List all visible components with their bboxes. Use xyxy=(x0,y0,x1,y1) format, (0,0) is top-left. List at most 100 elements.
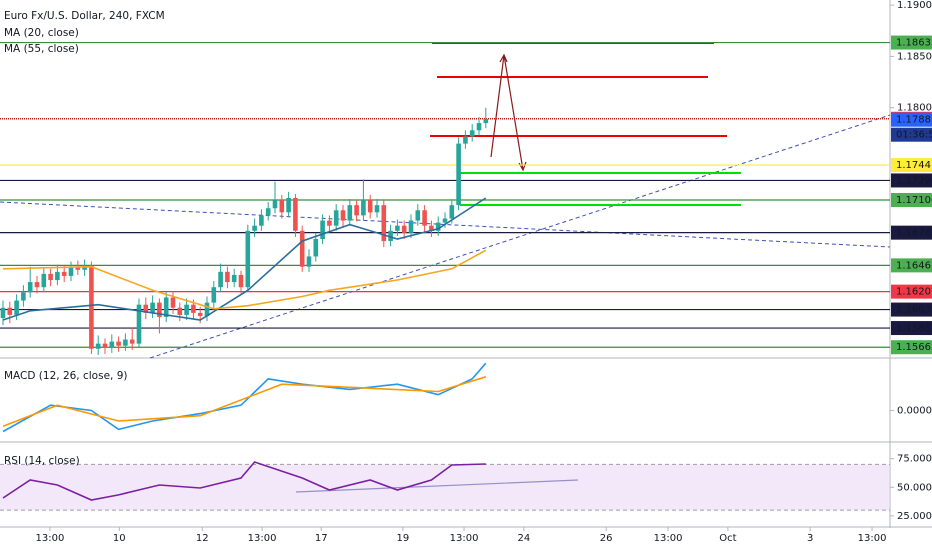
candle-body xyxy=(327,220,332,226)
candle-body xyxy=(109,341,115,348)
x-tick-label: Oct xyxy=(719,533,736,544)
indicator-line xyxy=(2,376,487,427)
x-tick-label: 3 xyxy=(807,533,813,544)
price-tag-label: 1.18635 xyxy=(896,38,932,49)
candle-body xyxy=(150,302,155,313)
y-tick-label: 1.18500 xyxy=(897,51,932,62)
y-tick-label: 0.0000 xyxy=(897,405,932,416)
candle-body xyxy=(340,210,346,221)
legend-entry: MA (55, close) xyxy=(4,43,79,55)
chart-title: Euro Fx/U.S. Dollar, 240, FXCM xyxy=(4,10,165,22)
x-tick-label: 19 xyxy=(396,533,409,544)
last-price-tag xyxy=(891,112,932,127)
candle-body xyxy=(231,274,237,283)
candle-body xyxy=(388,230,393,242)
candle-body xyxy=(48,273,53,281)
candle-body xyxy=(415,210,421,221)
x-tick-label: 17 xyxy=(315,533,328,544)
candle-body xyxy=(476,123,482,131)
pane-title: MACD (12, 26, close, 9) xyxy=(4,370,127,382)
x-tick-label: 13:00 xyxy=(858,533,887,544)
candle-body xyxy=(123,339,128,346)
x-tick-label: 13:00 xyxy=(654,533,683,544)
candle-body xyxy=(245,230,251,288)
candle-body xyxy=(429,225,434,231)
candle-body xyxy=(157,302,162,317)
candle-body xyxy=(442,218,448,223)
candle-body xyxy=(259,215,264,226)
trend-line xyxy=(149,114,891,359)
x-tick-label: 10 xyxy=(113,533,126,544)
candle-body xyxy=(21,292,26,301)
x-tick-label: 26 xyxy=(600,533,613,544)
candle-body xyxy=(361,200,366,216)
candle-body xyxy=(7,307,13,315)
x-tick-label: 13:00 xyxy=(248,533,277,544)
price-tag-label: 1.15665 xyxy=(896,342,932,353)
candle-body xyxy=(177,307,183,315)
candle-body xyxy=(55,271,60,281)
price-tag xyxy=(891,321,932,336)
price-tag xyxy=(891,302,932,317)
candle-body xyxy=(75,266,81,270)
candle-body xyxy=(279,200,285,213)
candle-body xyxy=(0,307,6,318)
price-tag xyxy=(891,35,932,50)
candle-body xyxy=(408,220,414,233)
candle-body xyxy=(367,200,373,213)
indicator-line xyxy=(2,197,487,321)
candle-body xyxy=(320,220,325,240)
candle-body xyxy=(463,136,468,144)
candle-body xyxy=(238,274,244,288)
price-tag xyxy=(891,193,932,208)
legend-entry: MA (20, close) xyxy=(4,27,79,39)
indicator-line xyxy=(2,362,487,433)
candle-body xyxy=(381,205,387,242)
candle-body xyxy=(136,304,142,344)
candle-body xyxy=(41,273,47,288)
candle-body xyxy=(313,239,319,257)
candle-body xyxy=(163,297,169,317)
price-tag-label: 1.15852 xyxy=(896,323,932,334)
candle-body xyxy=(218,271,223,288)
candle-body xyxy=(27,282,33,293)
price-tag xyxy=(891,284,932,299)
price-tag xyxy=(891,340,932,355)
candle-body xyxy=(456,143,461,206)
y-tick-label: 50.0000 xyxy=(897,482,932,493)
candle-body xyxy=(449,205,455,219)
candle-body xyxy=(68,266,74,276)
candle-body xyxy=(265,208,271,216)
candle-body xyxy=(14,300,19,315)
candle-body xyxy=(184,304,189,315)
candle-body xyxy=(191,304,196,313)
candle-body xyxy=(333,210,339,226)
price-tag xyxy=(891,158,932,173)
countdown-tag xyxy=(891,127,932,142)
rsi-band xyxy=(0,464,890,511)
indicator-line xyxy=(2,249,487,310)
indicator-line xyxy=(2,461,486,501)
x-tick-label: 13:00 xyxy=(36,533,65,544)
candle-body xyxy=(211,287,217,303)
candle-body xyxy=(129,339,135,344)
countdown-label: 01:36:55 xyxy=(896,130,932,141)
candle-body xyxy=(299,230,305,267)
candle-body xyxy=(34,282,40,288)
candle-body xyxy=(347,205,353,221)
candle-body xyxy=(469,130,475,137)
candle-body xyxy=(170,297,176,308)
y-tick-label: 1.19000 xyxy=(897,0,932,11)
price-tag-label: 1.16782 xyxy=(896,228,932,239)
x-tick-label: 13:00 xyxy=(450,533,479,544)
price-tag xyxy=(891,173,932,188)
x-tick-label: 24 xyxy=(518,533,531,544)
y-tick-label: 25.0000 xyxy=(897,511,932,522)
y-tick-label: 1.18000 xyxy=(897,103,932,114)
candle-body xyxy=(95,343,101,349)
candle-body xyxy=(306,256,312,267)
